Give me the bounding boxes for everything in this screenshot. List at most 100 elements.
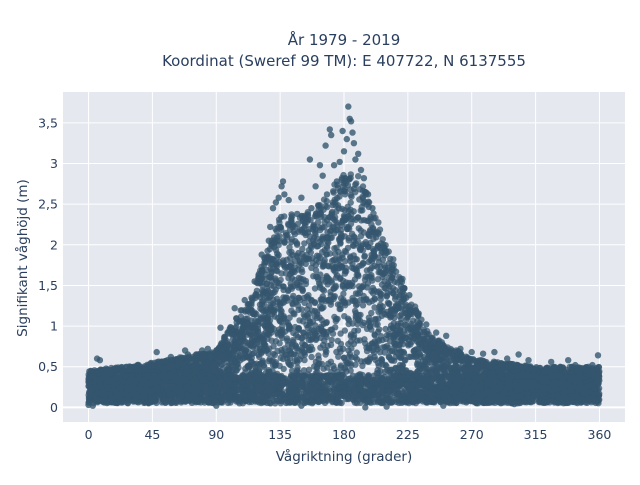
- data-point: [348, 199, 354, 205]
- data-point: [314, 315, 320, 321]
- data-point: [278, 355, 284, 361]
- data-point: [352, 276, 358, 282]
- data-point: [308, 337, 314, 343]
- data-point: [362, 253, 368, 259]
- data-point: [254, 292, 260, 298]
- data-point: [386, 311, 392, 317]
- data-point: [337, 275, 343, 281]
- data-point: [301, 357, 307, 363]
- data-point: [264, 256, 270, 262]
- data-point: [393, 304, 399, 310]
- data-point: [364, 348, 370, 354]
- data-point: [358, 207, 364, 213]
- data-point: [193, 351, 199, 357]
- data-point: [265, 316, 271, 322]
- data-point: [415, 331, 421, 337]
- data-point: [353, 180, 359, 186]
- data-point: [234, 361, 240, 367]
- data-point: [280, 283, 286, 289]
- data-point: [333, 284, 339, 290]
- data-point: [260, 359, 266, 365]
- data-point: [306, 247, 312, 253]
- data-point: [349, 320, 355, 326]
- data-point: [341, 217, 347, 223]
- data-point: [296, 275, 302, 281]
- data-point: [306, 329, 312, 335]
- data-point: [323, 320, 329, 326]
- data-point: [318, 206, 324, 212]
- data-point: [331, 230, 337, 236]
- data-point: [348, 282, 354, 288]
- data-point: [414, 318, 420, 324]
- data-point: [223, 344, 229, 350]
- data-point: [219, 361, 225, 367]
- data-point: [321, 287, 327, 293]
- data-point: [363, 241, 369, 247]
- data-point: [378, 296, 384, 302]
- data-point: [384, 332, 390, 338]
- data-point: [290, 330, 296, 336]
- data-point: [239, 348, 245, 354]
- data-point: [426, 353, 432, 359]
- data-point: [352, 362, 358, 368]
- data-point: [288, 308, 294, 314]
- data-point: [299, 286, 305, 292]
- data-point: [286, 315, 292, 321]
- data-point: [307, 320, 313, 326]
- data-point: [464, 356, 470, 362]
- data-point: [312, 213, 318, 219]
- data-point: [357, 290, 363, 296]
- data-point: [299, 246, 305, 252]
- data-point: [260, 347, 266, 353]
- data-point: [165, 365, 171, 371]
- data-point: [323, 273, 329, 279]
- data-point: [249, 297, 255, 303]
- data-point: [415, 358, 421, 364]
- data-point: [416, 341, 422, 347]
- data-point: [272, 362, 278, 368]
- data-point: [260, 297, 266, 303]
- data-point: [340, 283, 346, 289]
- data-point: [327, 289, 333, 295]
- data-point: [292, 231, 298, 237]
- data-point: [252, 317, 258, 323]
- data-point: [435, 355, 441, 361]
- data-point: [416, 350, 422, 356]
- data-point: [331, 314, 337, 320]
- data-point: [323, 334, 329, 340]
- data-point: [396, 353, 402, 359]
- data-point: [391, 336, 397, 342]
- data-point: [306, 367, 312, 373]
- data-point: [331, 296, 337, 302]
- data-point: [354, 337, 360, 343]
- data-point: [324, 235, 330, 241]
- data-point: [372, 296, 378, 302]
- data-point: [407, 354, 413, 360]
- data-point: [281, 299, 287, 305]
- data-point: [380, 344, 386, 350]
- data-point: [332, 199, 338, 205]
- data-point: [335, 338, 341, 344]
- data-point: [316, 356, 322, 362]
- data-point: [274, 348, 280, 354]
- data-point: [366, 199, 372, 205]
- data-point: [299, 340, 305, 346]
- data-point: [371, 249, 377, 255]
- data-point: [370, 256, 376, 262]
- data-point: [301, 240, 307, 246]
- data-point: [346, 235, 352, 241]
- data-point: [268, 308, 274, 314]
- data-point: [309, 346, 315, 352]
- data-point: [351, 208, 357, 214]
- data-point: [453, 358, 459, 364]
- data-point: [296, 317, 302, 323]
- data-point: [348, 192, 354, 198]
- data-point: [385, 300, 391, 306]
- data-point: [408, 302, 414, 308]
- data-point: [329, 210, 335, 216]
- data-point: [444, 361, 450, 367]
- data-point: [314, 309, 320, 315]
- data-point: [345, 316, 351, 322]
- data-point: [385, 265, 391, 271]
